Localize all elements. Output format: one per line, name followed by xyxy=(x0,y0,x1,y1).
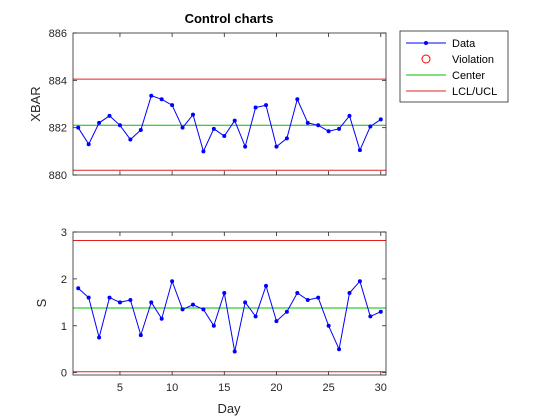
data-point xyxy=(180,125,185,130)
data-point xyxy=(117,300,122,305)
data-point xyxy=(305,297,310,302)
s-axes-box xyxy=(72,231,387,376)
x-tick-label: 5 xyxy=(117,382,123,394)
x-tick-label: 10 xyxy=(166,382,178,394)
s-plot-area xyxy=(73,232,386,375)
data-point xyxy=(97,335,102,340)
legend-item: Data xyxy=(406,38,476,50)
data-point xyxy=(284,309,289,314)
data-point xyxy=(295,290,300,295)
legend-item: Violation xyxy=(421,54,494,66)
data-point xyxy=(378,117,383,122)
data-point xyxy=(326,129,331,134)
data-point xyxy=(316,295,321,300)
y-tick-label: 884 xyxy=(49,75,67,87)
xbar-axes-box xyxy=(72,32,387,176)
data-point xyxy=(201,149,206,154)
y-tick-label: 882 xyxy=(49,123,67,135)
data-point xyxy=(159,97,164,102)
data-point xyxy=(211,126,216,131)
data-point xyxy=(253,105,258,110)
data-point xyxy=(232,349,237,354)
legend-label: Center xyxy=(452,70,485,82)
data-point xyxy=(316,123,321,128)
x-axis-label: Day xyxy=(217,401,241,416)
data-point xyxy=(222,290,227,295)
data-point xyxy=(368,124,373,129)
y-axis-label: S xyxy=(34,298,49,307)
data-point xyxy=(253,314,258,319)
data-point xyxy=(264,103,269,108)
data-point xyxy=(86,295,91,300)
data-point xyxy=(117,123,122,128)
data-point xyxy=(149,93,154,98)
data-point xyxy=(211,323,216,328)
data-point xyxy=(76,286,81,291)
y-axis-label: XBAR xyxy=(28,86,43,121)
legend-item: LCL/UCL xyxy=(406,86,497,98)
x-tick-label: 20 xyxy=(270,382,282,394)
chart-title: Control charts xyxy=(185,11,274,26)
data-point xyxy=(128,297,133,302)
data-point xyxy=(190,112,195,117)
data-point xyxy=(305,120,310,125)
data-point xyxy=(347,113,352,118)
data-point xyxy=(337,126,342,131)
data-point xyxy=(159,316,164,321)
data-point xyxy=(264,283,269,288)
data-point xyxy=(222,133,227,138)
data-point xyxy=(347,290,352,295)
data-point xyxy=(243,144,248,149)
data-point xyxy=(357,148,362,153)
y-tick-label: 0 xyxy=(61,368,67,380)
legend-dot-icon xyxy=(424,41,428,45)
x-tick-label: 30 xyxy=(375,382,387,394)
xbar-plot-area xyxy=(73,33,386,175)
x-tick-label: 25 xyxy=(322,382,334,394)
data-point xyxy=(107,113,112,118)
data-point xyxy=(326,323,331,328)
data-point xyxy=(284,136,289,141)
data-point xyxy=(201,307,206,312)
y-tick-label: 880 xyxy=(49,170,67,182)
data-point xyxy=(243,300,248,305)
data-point xyxy=(138,333,143,338)
xbar-chart: Control charts 880 882 884 886 XBAR xyxy=(28,11,387,182)
data-point xyxy=(378,309,383,314)
data-point xyxy=(138,128,143,133)
y-tick-label: 2 xyxy=(61,274,67,286)
data-point xyxy=(190,302,195,307)
legend-label: Data xyxy=(452,38,476,50)
data-point xyxy=(128,137,133,142)
legend-item: Center xyxy=(406,70,485,82)
data-point xyxy=(368,314,373,319)
data-point xyxy=(107,295,112,300)
data-point xyxy=(337,347,342,352)
data-point xyxy=(295,97,300,102)
data-point xyxy=(232,118,237,123)
legend: Data Violation Center LCL/UCL xyxy=(399,30,509,103)
data-point xyxy=(180,307,185,312)
data-point xyxy=(86,142,91,147)
data-point xyxy=(97,120,102,125)
legend-circle-icon xyxy=(421,54,431,64)
data-point xyxy=(274,144,279,149)
s-chart: 0 1 2 3 5 10 15 20 25 30 S Day xyxy=(34,227,387,416)
legend-label: Violation xyxy=(452,54,494,66)
y-tick-label: 3 xyxy=(61,227,67,239)
x-tick-label: 15 xyxy=(218,382,230,394)
data-point xyxy=(149,300,154,305)
data-point xyxy=(170,279,175,284)
data-point xyxy=(274,319,279,324)
y-tick-label: 886 xyxy=(49,28,67,40)
data-point xyxy=(76,125,81,130)
data-point xyxy=(170,103,175,108)
data-point xyxy=(357,279,362,284)
legend-label: LCL/UCL xyxy=(452,86,497,98)
y-tick-label: 1 xyxy=(61,321,67,333)
